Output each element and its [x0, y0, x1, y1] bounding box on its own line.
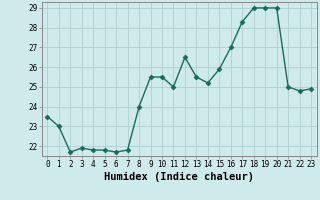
X-axis label: Humidex (Indice chaleur): Humidex (Indice chaleur): [104, 172, 254, 182]
